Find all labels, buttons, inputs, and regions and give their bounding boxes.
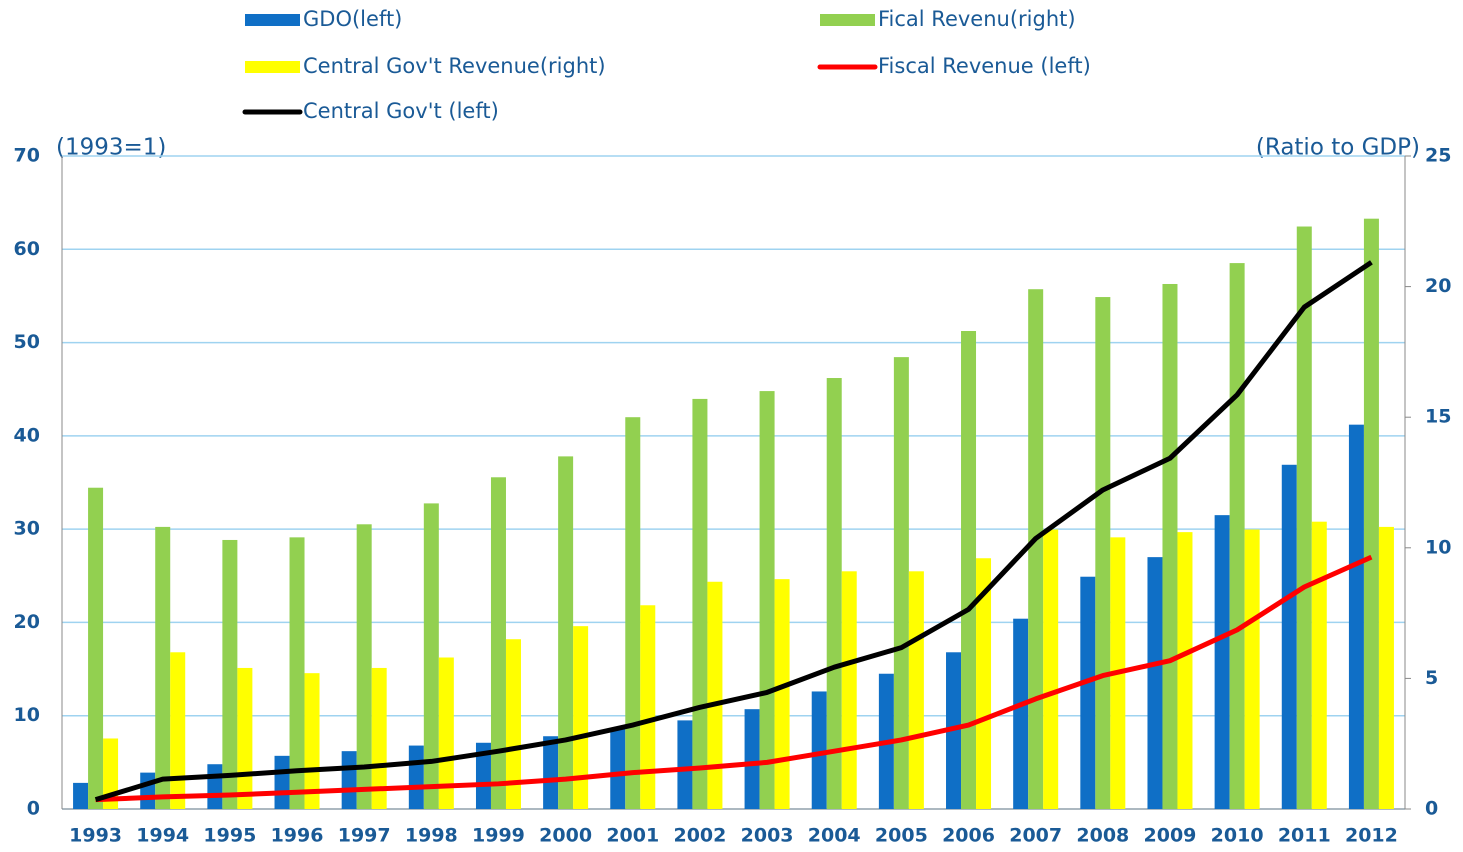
- bar: [961, 331, 976, 809]
- y-tick-label: 40: [14, 424, 40, 446]
- x-tick-label: 2000: [539, 825, 592, 847]
- legend-label: Fiscal Revenue (left): [878, 54, 1091, 78]
- bar: [1162, 284, 1177, 809]
- y2-tick-label: 0: [1425, 798, 1438, 820]
- y2-tick-label: 15: [1425, 406, 1451, 428]
- chart: (1993=1) (Ratio to GDP) 0102030405060700…: [0, 0, 1463, 852]
- bar: [707, 582, 722, 809]
- bar: [1177, 532, 1192, 809]
- bar: [1230, 263, 1245, 809]
- bar: [760, 391, 775, 809]
- bar: [543, 736, 558, 809]
- x-tick-label: 1994: [136, 825, 189, 847]
- bar: [409, 746, 424, 809]
- x-tick-label: 2005: [875, 825, 928, 847]
- x-tick-label: 2003: [741, 825, 794, 847]
- y-tick-label: 50: [14, 331, 40, 353]
- bar: [222, 540, 237, 809]
- bar: [1028, 289, 1043, 809]
- x-tick-label: 1997: [338, 825, 391, 847]
- grid: [62, 156, 1405, 809]
- x-tick-label: 2004: [808, 825, 861, 847]
- legend-label: Central Gov't (left): [303, 99, 499, 123]
- bar: [237, 668, 252, 809]
- x-tick-label: 1998: [405, 825, 458, 847]
- bar: [1282, 465, 1297, 809]
- bar: [155, 527, 170, 809]
- bar: [305, 673, 320, 809]
- bar: [140, 773, 155, 809]
- y2-tick-label: 25: [1425, 145, 1451, 167]
- y2-tick-label: 10: [1425, 536, 1451, 558]
- bar: [812, 691, 827, 809]
- x-tick-label: 2007: [1009, 825, 1062, 847]
- x-tick-label: 2012: [1345, 825, 1398, 847]
- y-tick-label: 20: [14, 611, 40, 633]
- bar: [1349, 425, 1364, 809]
- legend-marker: [820, 14, 875, 26]
- x-tick-label: 2001: [606, 825, 659, 847]
- y-tick-label: 0: [27, 798, 40, 820]
- x-tick-label: 2002: [673, 825, 726, 847]
- bar: [88, 488, 103, 809]
- bar: [909, 571, 924, 809]
- bar: [827, 378, 842, 809]
- x-tick-label: 2011: [1278, 825, 1331, 847]
- y2-tick-label: 5: [1425, 667, 1438, 689]
- bar: [775, 579, 790, 809]
- bar: [1364, 219, 1379, 809]
- bar: [1379, 527, 1394, 809]
- x-tick-label: 2008: [1076, 825, 1129, 847]
- bar: [170, 652, 185, 809]
- x-tick-label: 1995: [203, 825, 256, 847]
- x-tick-label: 2010: [1211, 825, 1264, 847]
- bar: [1013, 619, 1028, 809]
- bar: [692, 399, 707, 809]
- bar: [573, 626, 588, 809]
- x-tick-label: 2006: [942, 825, 995, 847]
- y-tick-label: 10: [14, 704, 40, 726]
- x-tick-label: 2009: [1144, 825, 1197, 847]
- bar: [1245, 530, 1260, 809]
- y-tick-label: 60: [14, 238, 40, 260]
- bar: [1312, 522, 1327, 809]
- x-tick-label: 1999: [472, 825, 525, 847]
- bar: [275, 756, 290, 809]
- bar: [491, 477, 506, 809]
- bar: [342, 751, 357, 809]
- bar: [842, 571, 857, 809]
- bar: [558, 456, 573, 809]
- legend-label: Central Gov't Revenue(right): [303, 54, 606, 78]
- bar: [640, 605, 655, 809]
- bar: [1095, 297, 1110, 809]
- bar: [610, 729, 625, 809]
- bar: [625, 417, 640, 809]
- bar: [73, 783, 88, 809]
- bar: [1147, 557, 1162, 809]
- legend-marker: [245, 14, 300, 26]
- bar: [1043, 530, 1058, 809]
- bar: [677, 720, 692, 809]
- y2-tick-label: 20: [1425, 275, 1451, 297]
- bar: [207, 764, 222, 809]
- legend-marker: [245, 61, 300, 73]
- bar: [745, 709, 760, 809]
- bar: [1080, 577, 1095, 809]
- x-tick-label: 1996: [271, 825, 324, 847]
- legend-label: GDO(left): [303, 7, 402, 31]
- y-tick-label: 30: [14, 518, 40, 540]
- legend-label: Fical Revenu(right): [878, 7, 1076, 31]
- bar: [1215, 515, 1230, 809]
- x-tick-label: 1993: [69, 825, 122, 847]
- y-tick-label: 70: [14, 145, 40, 167]
